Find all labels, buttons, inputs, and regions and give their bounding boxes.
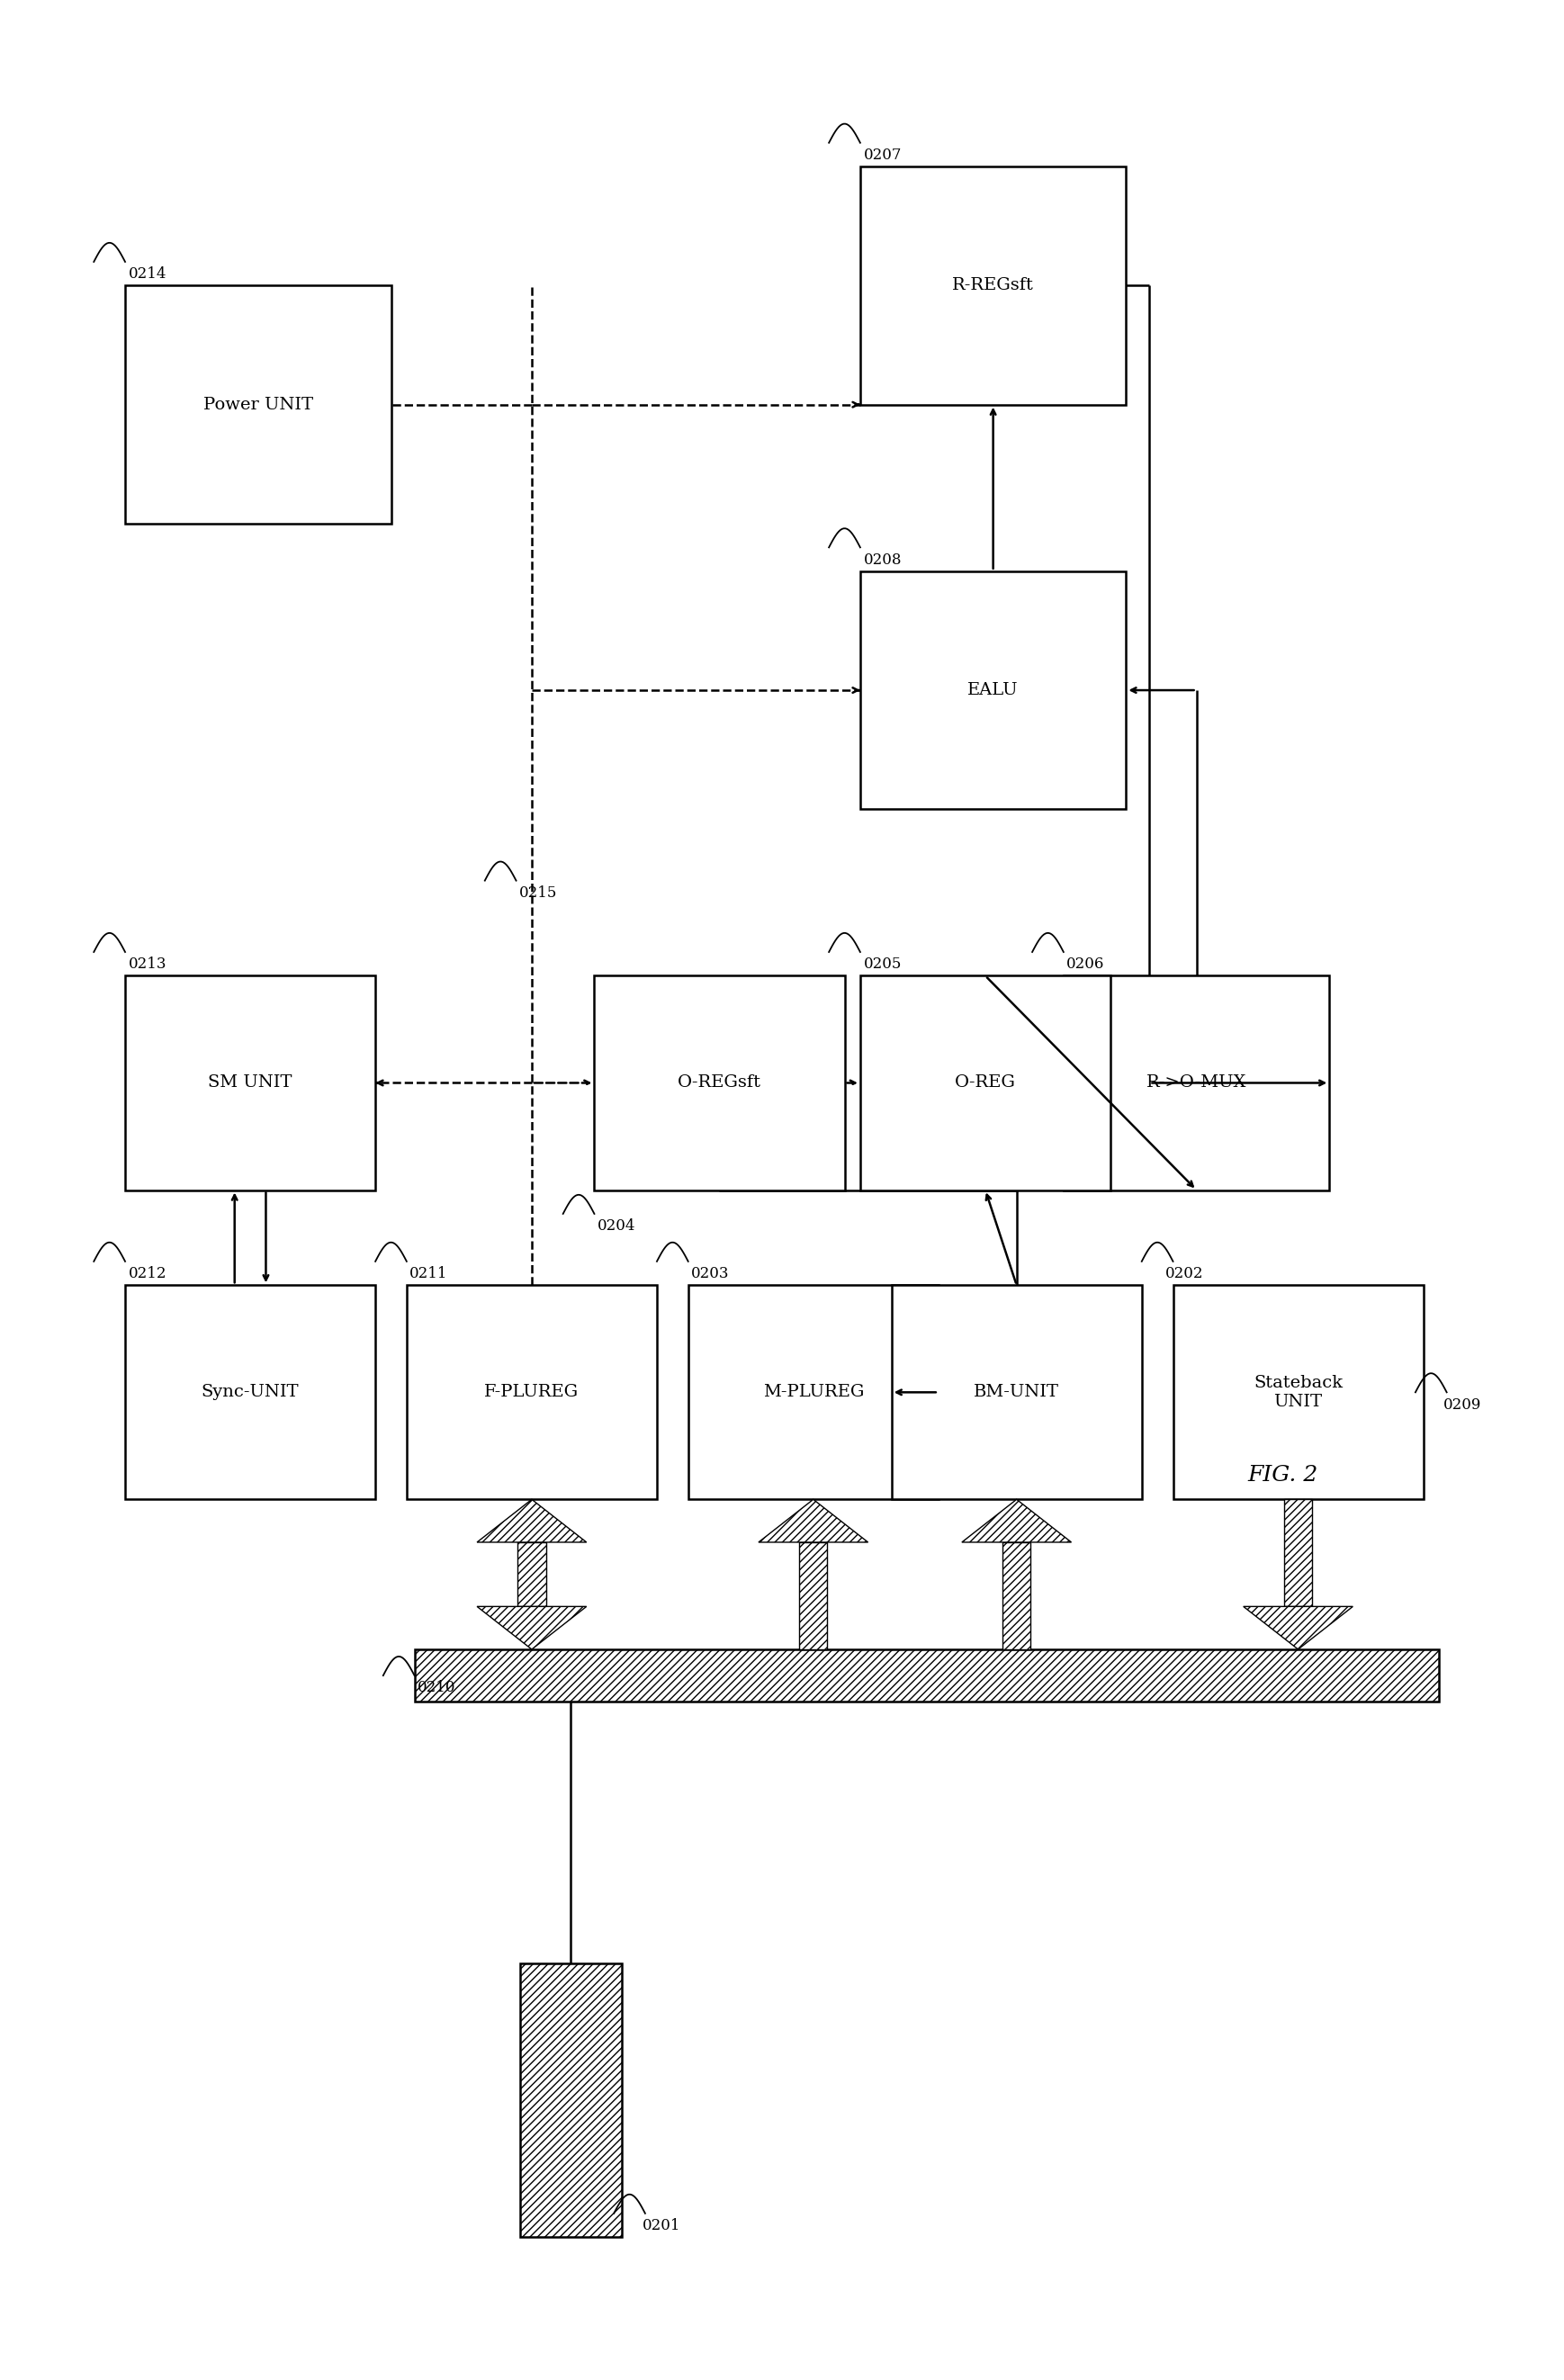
Bar <box>1003 1542 1031 1649</box>
Text: 0207: 0207 <box>863 148 901 162</box>
Text: 0202: 0202 <box>1165 1266 1203 1280</box>
Text: M-PLUREG: M-PLUREG <box>763 1385 863 1399</box>
Bar <box>1284 1499 1312 1606</box>
Polygon shape <box>962 1499 1071 1542</box>
Text: 0206: 0206 <box>1067 957 1104 971</box>
Bar <box>891 1285 1142 1499</box>
Bar <box>860 976 1110 1190</box>
Text: Power UNIT: Power UNIT <box>203 397 313 412</box>
Bar <box>519 1964 622 2237</box>
Text: 0209: 0209 <box>1444 1397 1481 1411</box>
Text: R->O-MUX: R->O-MUX <box>1146 1076 1247 1090</box>
Bar <box>1064 976 1329 1190</box>
Bar <box>594 976 845 1190</box>
Text: 0210: 0210 <box>418 1680 455 1695</box>
Bar <box>407 1285 657 1499</box>
Text: 0215: 0215 <box>519 885 557 900</box>
Polygon shape <box>477 1607 586 1649</box>
Text: 0214: 0214 <box>128 267 166 281</box>
Polygon shape <box>1243 1607 1353 1649</box>
Text: Stateback
UNIT: Stateback UNIT <box>1253 1376 1343 1409</box>
Text: O-REG: O-REG <box>954 1076 1017 1090</box>
Text: O-REGsft: O-REGsft <box>677 1076 762 1090</box>
Text: 0203: 0203 <box>691 1266 729 1280</box>
Text: F-PLUREG: F-PLUREG <box>485 1385 579 1399</box>
Polygon shape <box>759 1499 868 1542</box>
Text: 0211: 0211 <box>410 1266 447 1280</box>
Bar <box>518 1542 546 1606</box>
Text: FIG. 2: FIG. 2 <box>1247 1466 1318 1485</box>
Bar <box>414 1649 1439 1702</box>
Text: 0201: 0201 <box>641 2218 680 2232</box>
Bar <box>799 1542 827 1649</box>
Bar <box>688 1285 938 1499</box>
Text: R-REGsft: R-REGsft <box>952 278 1034 293</box>
Text: 0212: 0212 <box>128 1266 166 1280</box>
Bar <box>125 976 375 1190</box>
Text: EALU: EALU <box>968 683 1018 697</box>
Text: SM UNIT: SM UNIT <box>208 1076 292 1090</box>
Polygon shape <box>477 1499 586 1542</box>
Text: BM-UNIT: BM-UNIT <box>974 1385 1059 1399</box>
Text: 0213: 0213 <box>128 957 166 971</box>
Text: 0204: 0204 <box>597 1219 635 1233</box>
Bar <box>125 286 391 524</box>
Bar <box>860 167 1126 405</box>
Bar <box>125 1285 375 1499</box>
Text: Sync-UNIT: Sync-UNIT <box>202 1385 299 1399</box>
Bar <box>1173 1285 1423 1499</box>
Text: 0208: 0208 <box>863 552 901 566</box>
Bar <box>860 571 1126 809</box>
Text: 0205: 0205 <box>863 957 901 971</box>
